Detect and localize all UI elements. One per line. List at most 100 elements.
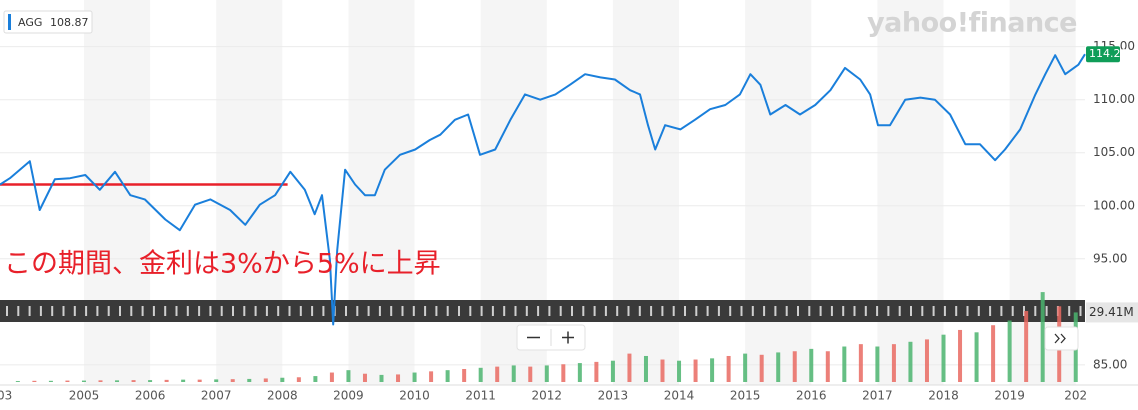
- x-tick-label: 2016: [796, 389, 827, 403]
- scroll-notch: [412, 306, 415, 316]
- scroll-notch: [164, 306, 167, 316]
- scroll-notch: [265, 306, 268, 316]
- scroll-notch: [96, 306, 99, 316]
- scroll-notch: [299, 306, 302, 316]
- scroll-notch: [356, 306, 359, 316]
- volume-bar: [329, 372, 334, 382]
- legend-box: [3, 10, 93, 34]
- x-stripe: [877, 0, 944, 385]
- volume-bar: [693, 359, 698, 382]
- scroll-notch: [910, 306, 912, 316]
- scroll-notch: [186, 306, 189, 316]
- scroll-notch: [763, 306, 766, 316]
- scroll-notch: [243, 306, 246, 316]
- scroll-notch: [717, 306, 720, 316]
- x-tick-label: 2013: [598, 389, 629, 403]
- volume-bar: [660, 359, 665, 382]
- scroll-notch: [672, 306, 675, 316]
- scroll-notch: [277, 306, 280, 316]
- volume-bar: [478, 367, 483, 382]
- price-tag: [1086, 46, 1120, 63]
- scroll-notch: [1011, 306, 1014, 316]
- scroll-notch: [740, 306, 743, 316]
- volume-bar: [842, 346, 847, 382]
- x-stripe: [612, 0, 680, 385]
- volume-bar: [726, 355, 731, 382]
- volume-bar: [776, 352, 781, 382]
- scroll-notch: [1045, 306, 1048, 316]
- volume-bar: [32, 380, 37, 382]
- scroll-notch: [491, 306, 494, 316]
- volume-bar: [858, 344, 863, 382]
- scroll-notch: [989, 306, 992, 316]
- scroll-notch: [830, 306, 833, 316]
- scroll-notch: [537, 306, 540, 316]
- scroll-notch: [977, 306, 980, 316]
- scroll-notch: [62, 306, 65, 316]
- scroll-notch: [695, 306, 698, 316]
- scroll-notch: [898, 306, 901, 316]
- y-tick-label: 110.00: [1093, 92, 1135, 106]
- price-line: [0, 53, 1086, 326]
- scroll-notch: [345, 306, 347, 316]
- x-tick-label: 2006: [135, 389, 166, 403]
- scroll-notch: [175, 306, 178, 316]
- scroll-right-button[interactable]: [1044, 326, 1079, 351]
- y-tick-label: 105.00: [1093, 145, 1135, 159]
- volume-bar: [677, 360, 682, 382]
- volume-bar: [115, 380, 120, 382]
- scroll-notch: [17, 306, 20, 316]
- scroll-right-icon[interactable]: [1054, 333, 1066, 344]
- scroll-notch: [254, 306, 257, 316]
- legend-swatch: [8, 14, 11, 30]
- scroll-notch: [966, 306, 969, 316]
- volume-bar: [792, 351, 797, 382]
- volume-bar: [511, 365, 516, 382]
- volume-bar: [594, 361, 599, 382]
- volume-bar: [891, 344, 896, 382]
- volume-bar: [610, 360, 615, 382]
- volume-bar: [1007, 320, 1012, 382]
- volume-bar: [263, 378, 268, 382]
- scroll-notch: [401, 306, 404, 316]
- volume-bar: [1024, 311, 1029, 382]
- scroll-notch: [424, 306, 427, 316]
- scroll-notch: [955, 306, 958, 316]
- volume-bar: [280, 377, 285, 382]
- y-tick-label: 85.00: [1093, 357, 1127, 371]
- y-tick-label: 100.00: [1093, 198, 1135, 212]
- scroll-notch: [1068, 306, 1071, 316]
- volume-bar: [98, 380, 103, 382]
- scroll-notch: [706, 306, 709, 316]
- scroll-notch: [51, 306, 54, 316]
- scroll-notch: [311, 306, 314, 316]
- x-tick-label: 2010: [399, 389, 430, 403]
- volume-bar: [445, 370, 450, 382]
- scroll-notch: [582, 306, 585, 316]
- plot: [0, 53, 1086, 382]
- scroll-notch: [853, 306, 856, 316]
- scroll-notch: [378, 306, 381, 316]
- scroll-notch: [819, 306, 822, 316]
- x-stripe: [216, 0, 283, 385]
- scroll-notch: [390, 306, 393, 316]
- volume-bar: [214, 379, 219, 382]
- volume-bar: [924, 339, 929, 382]
- volume-bar: [544, 365, 549, 382]
- scroll-notch: [638, 306, 641, 316]
- scroll-notch: [571, 306, 573, 316]
- scroll-notch: [469, 306, 472, 316]
- volume-bar: [81, 380, 86, 382]
- x-tick-label: 2005: [69, 389, 100, 403]
- volume-bar: [528, 366, 533, 382]
- volume-bar: [991, 325, 996, 382]
- scroll-notch: [322, 306, 325, 316]
- scroll-notch: [559, 306, 562, 316]
- annotation-text: この期間、金利は3%から5%に上昇: [4, 249, 441, 280]
- volume-bar: [379, 374, 384, 382]
- volume-bar: [148, 380, 153, 382]
- volume-bar: [181, 379, 186, 382]
- legend-value: 108.87: [50, 16, 89, 29]
- volume-bar: [974, 332, 979, 382]
- scroll-notch: [73, 306, 76, 316]
